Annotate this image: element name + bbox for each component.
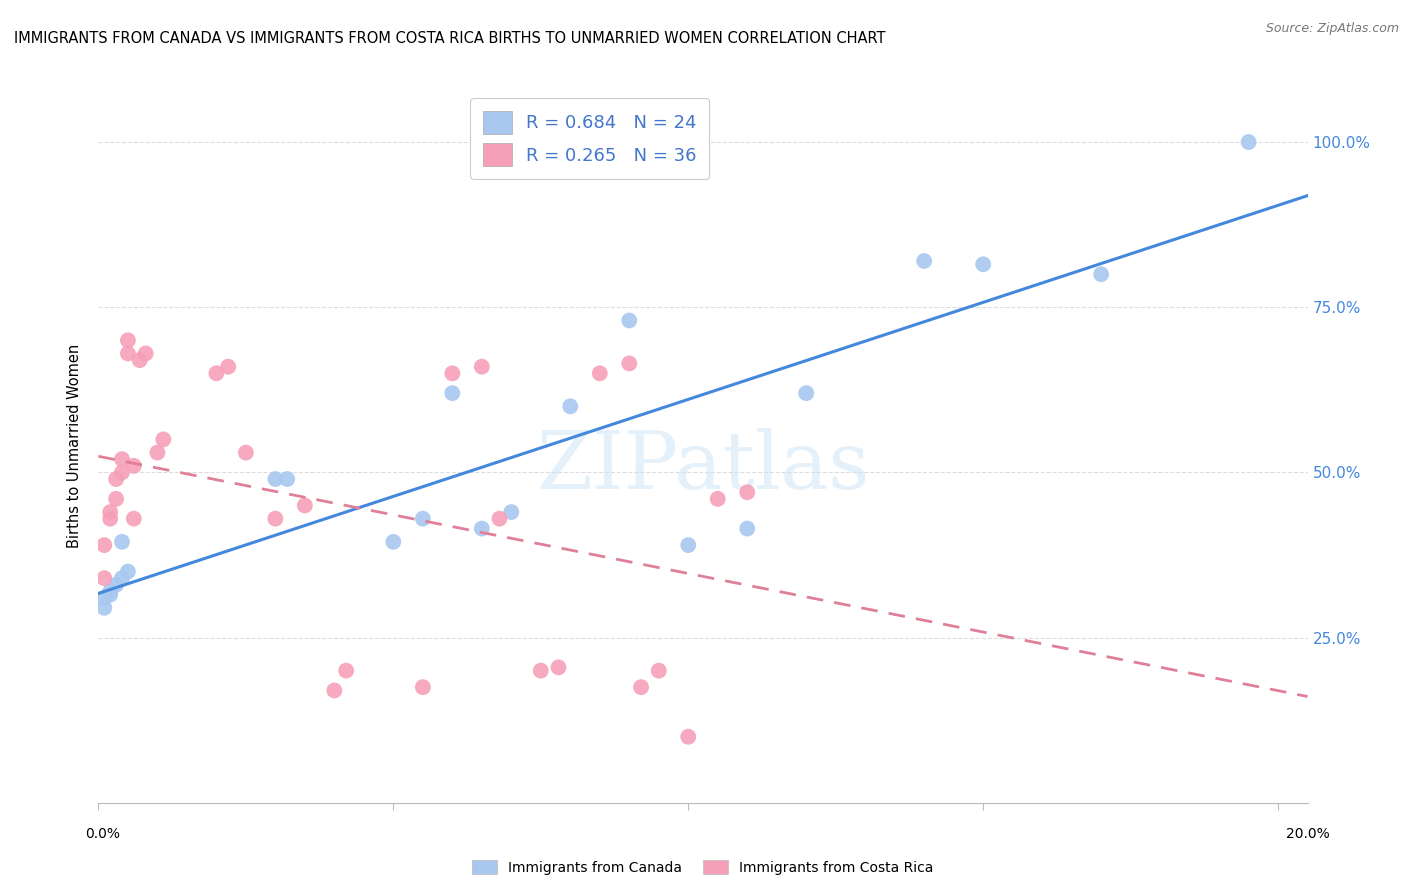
Point <box>117 333 139 347</box>
Point <box>547 660 569 674</box>
Point <box>276 472 298 486</box>
Point <box>135 346 157 360</box>
Text: Source: ZipAtlas.com: Source: ZipAtlas.com <box>1265 22 1399 36</box>
Point <box>589 367 612 381</box>
Legend: R = 0.684   N = 24, R = 0.265   N = 36: R = 0.684 N = 24, R = 0.265 N = 36 <box>470 98 709 179</box>
Point <box>794 386 817 401</box>
Point <box>98 505 121 519</box>
Point <box>111 571 134 585</box>
Point <box>264 511 287 525</box>
Point <box>98 511 121 525</box>
Y-axis label: Births to Unmarried Women: Births to Unmarried Women <box>67 344 83 548</box>
Point <box>93 571 115 585</box>
Point <box>117 346 139 360</box>
Point <box>128 353 150 368</box>
Point <box>501 505 523 519</box>
Point <box>735 485 758 500</box>
Point <box>323 683 346 698</box>
Point <box>93 538 115 552</box>
Point <box>530 664 553 678</box>
Point <box>412 680 434 694</box>
Point <box>471 359 494 374</box>
Legend: Immigrants from Canada, Immigrants from Costa Rica: Immigrants from Canada, Immigrants from … <box>467 855 939 880</box>
Point <box>117 565 139 579</box>
Text: ZIPatlas: ZIPatlas <box>536 428 870 507</box>
Point <box>648 664 671 678</box>
Point <box>1090 267 1112 281</box>
Point <box>441 367 464 381</box>
Point <box>382 534 405 549</box>
Point <box>105 472 128 486</box>
Point <box>441 386 464 401</box>
Text: 0.0%: 0.0% <box>86 827 120 841</box>
Point <box>471 522 494 536</box>
Point <box>217 359 239 374</box>
Point <box>412 511 434 525</box>
Text: IMMIGRANTS FROM CANADA VS IMMIGRANTS FROM COSTA RICA BIRTHS TO UNMARRIED WOMEN C: IMMIGRANTS FROM CANADA VS IMMIGRANTS FRO… <box>14 31 886 46</box>
Point <box>98 588 121 602</box>
Point <box>560 400 582 414</box>
Point <box>152 433 174 447</box>
Point <box>105 578 128 592</box>
Point <box>1237 135 1260 149</box>
Point <box>972 257 994 271</box>
Point <box>111 452 134 467</box>
Point <box>630 680 652 694</box>
Point <box>146 445 169 459</box>
Point <box>294 499 316 513</box>
Point <box>488 511 510 525</box>
Point <box>706 491 728 506</box>
Point <box>678 538 700 552</box>
Point <box>122 511 145 525</box>
Point <box>205 367 228 381</box>
Point <box>111 534 134 549</box>
Point <box>93 591 115 605</box>
Point <box>735 522 758 536</box>
Point <box>335 664 357 678</box>
Point <box>93 600 115 615</box>
Point <box>619 356 641 370</box>
Point <box>235 445 257 459</box>
Text: 20.0%: 20.0% <box>1285 827 1330 841</box>
Point <box>619 313 641 327</box>
Point <box>678 730 700 744</box>
Point <box>111 466 134 480</box>
Point <box>912 254 935 268</box>
Point <box>105 491 128 506</box>
Point <box>98 584 121 599</box>
Point <box>122 458 145 473</box>
Point <box>264 472 287 486</box>
